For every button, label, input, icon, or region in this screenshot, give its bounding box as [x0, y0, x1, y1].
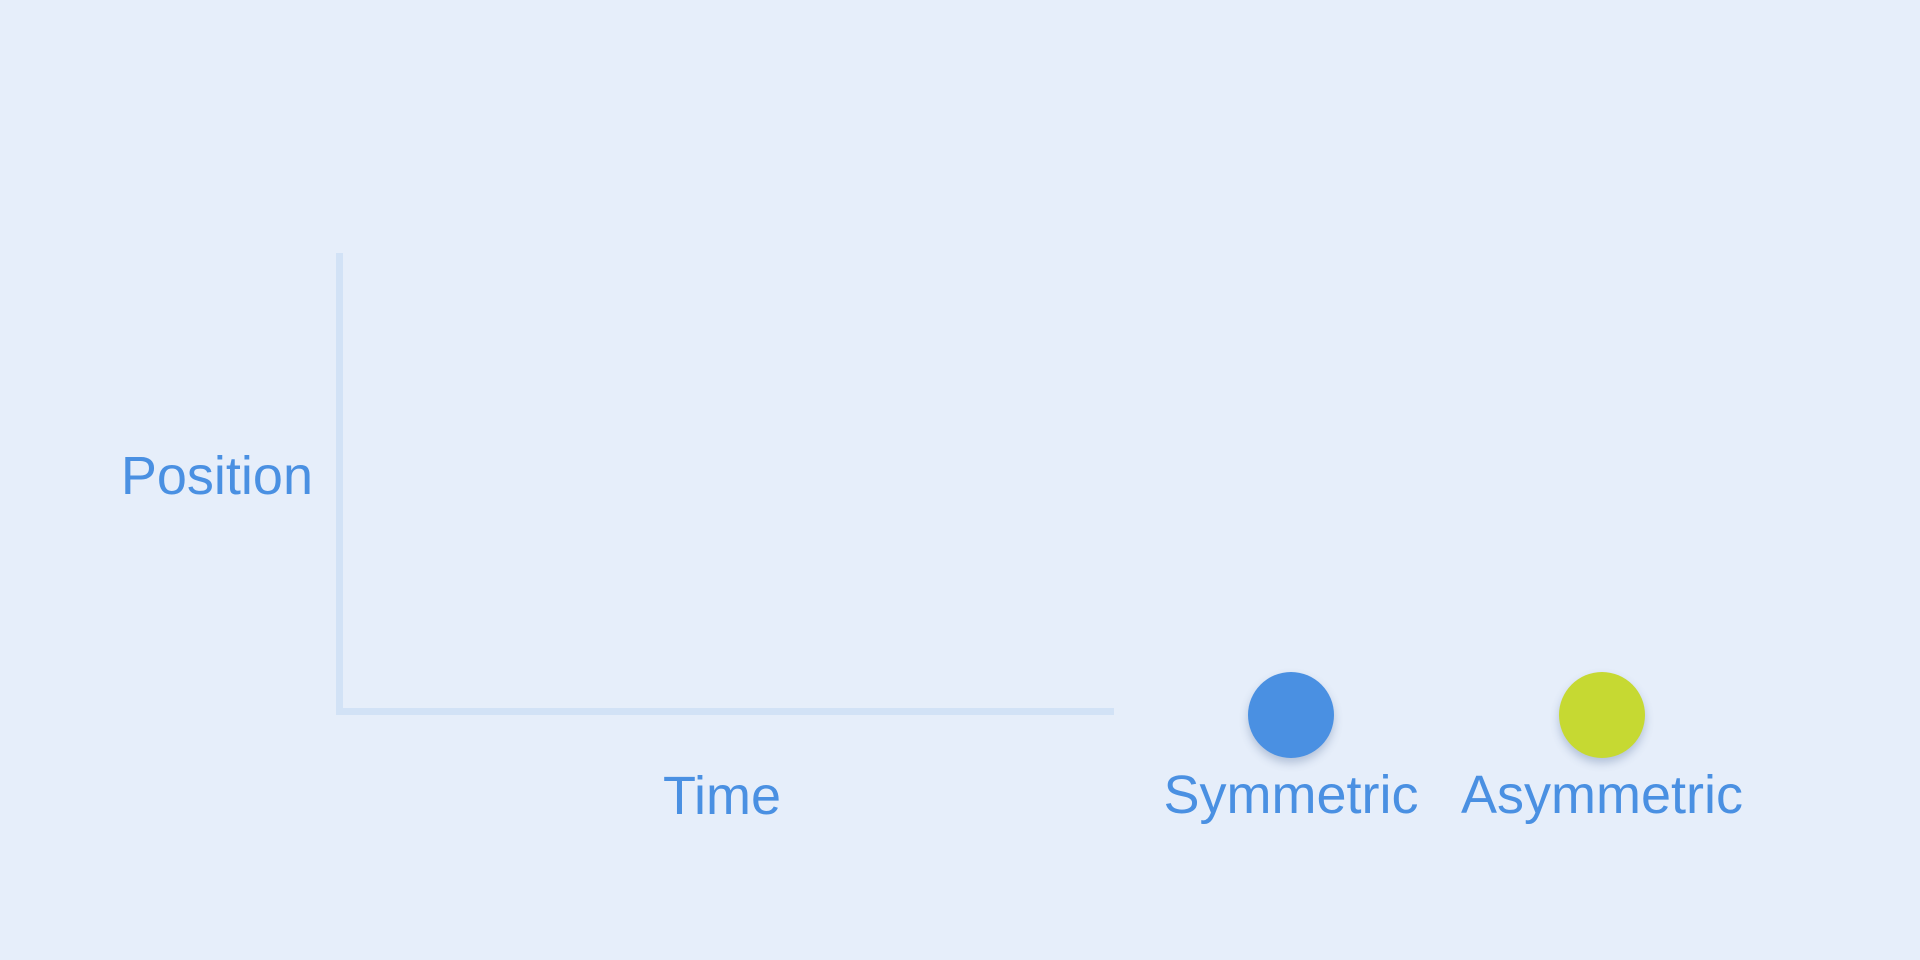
legend-dot-asymmetric: [1559, 672, 1645, 758]
legend-item-symmetric: Symmetric: [1141, 672, 1441, 822]
y-axis-label: Position: [120, 446, 313, 506]
legend-item-asymmetric: Asymmetric: [1452, 672, 1752, 822]
y-axis-line: [336, 253, 343, 715]
legend-dot-symmetric: [1248, 672, 1334, 758]
x-axis-line: [336, 708, 1114, 715]
legend-label-symmetric: Symmetric: [1163, 765, 1419, 825]
legend-label-asymmetric: Asymmetric: [1461, 765, 1743, 825]
x-axis-label: Time: [663, 766, 781, 826]
